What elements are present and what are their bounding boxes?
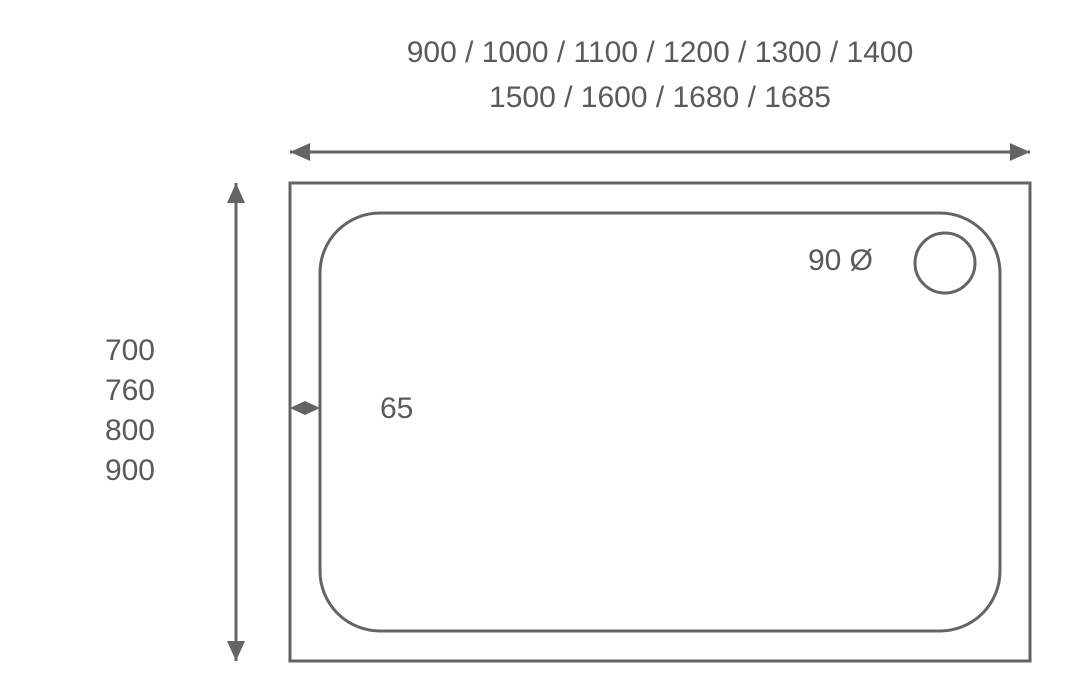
arrow-up-icon xyxy=(227,183,245,203)
rim-arrow-right-icon xyxy=(305,401,320,415)
technical-diagram: 900 / 1000 / 1100 / 1200 / 1300 / 1400 1… xyxy=(0,0,1091,700)
width-options-line1: 900 / 1000 / 1100 / 1200 / 1300 / 1400 xyxy=(407,36,914,69)
arrow-left-icon xyxy=(290,143,310,161)
height-option-label: 760 xyxy=(105,374,155,407)
height-option-label: 900 xyxy=(105,454,155,487)
rim-dimension-label: 65 xyxy=(380,392,413,425)
height-options-group: 700 760 800 900 xyxy=(105,334,155,487)
arrow-right-icon xyxy=(1010,143,1030,161)
width-options-line2: 1500 / 1600 / 1680 / 1685 xyxy=(489,81,831,114)
height-option-label: 800 xyxy=(105,414,155,447)
rim-arrow-left-icon xyxy=(290,401,305,415)
drain-diameter-label: 90 Ø xyxy=(808,244,873,277)
height-option-label: 700 xyxy=(105,334,155,367)
drain-circle xyxy=(915,233,975,293)
tray-inner-rect xyxy=(320,213,1000,631)
arrow-down-icon xyxy=(227,641,245,661)
